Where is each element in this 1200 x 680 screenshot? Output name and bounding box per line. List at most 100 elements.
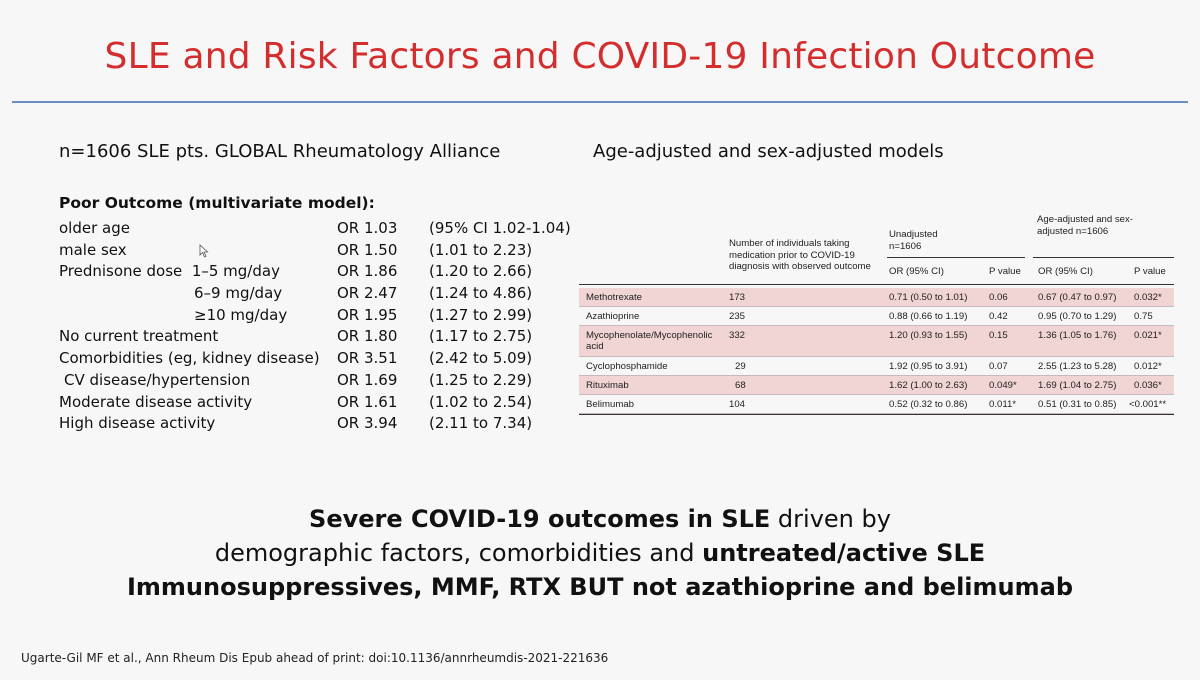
unadjusted-or: 0.52 (0.32 to 0.86) — [889, 399, 968, 410]
patient-count: 68 — [735, 380, 746, 391]
table-row: Methotrexate 173 0.71 (0.50 to 1.01) 0.0… — [579, 288, 1174, 307]
adjusted-p: <0.001** — [1129, 399, 1167, 410]
unadjusted-or: 0.71 (0.50 to 1.01) — [889, 292, 968, 303]
table-header: Number of individuals taking medication … — [579, 210, 1174, 285]
confidence-interval: (1.20 to 2.66) — [429, 262, 533, 281]
odds-ratio: OR 3.94 — [337, 414, 398, 433]
p-column-header: P value — [989, 266, 1021, 277]
table-row: Rituximab 68 1.62 (1.00 to 2.63) 0.049* … — [579, 376, 1174, 395]
models-subtitle: Age-adjusted and sex-adjusted models — [593, 141, 944, 162]
unadjusted-p: 0.011* — [989, 399, 1017, 410]
confidence-interval: (2.42 to 5.09) — [429, 349, 533, 368]
summary-block: Severe COVID-19 outcomes in SLE driven b… — [0, 502, 1200, 604]
list-item: Comorbidities (eg, kidney disease) OR 3.… — [59, 348, 579, 370]
list-item: ≥10 mg/day OR 1.95 (1.27 to 2.99) — [59, 305, 579, 327]
risk-factor-label: CV disease/hypertension — [64, 370, 251, 389]
patient-count: 29 — [735, 361, 746, 372]
drug-name: Mycophenolate/Mycophenolic acid — [586, 330, 713, 352]
risk-factor-label: older age — [59, 219, 130, 237]
count-column-header: Number of individuals taking medication … — [729, 238, 871, 272]
header-rule — [579, 284, 1174, 285]
risk-factor-label: 6–9 mg/day — [194, 284, 283, 303]
unadjusted-header: Unadjusted n=1606 — [889, 229, 938, 252]
confidence-interval: (1.17 to 2.75) — [429, 327, 533, 346]
medication-table: Number of individuals taking medication … — [579, 210, 1174, 415]
unadjusted-or: 1.20 (0.93 to 1.55) — [889, 330, 968, 341]
adjusted-p: 0.012* — [1134, 361, 1162, 372]
summary-line-2-plain: demographic factors, comorbidities and — [214, 539, 703, 567]
risk-factor-label: No current treatment — [59, 327, 219, 346]
odds-ratio: OR 3.51 — [337, 349, 398, 368]
table-bottom-rule — [579, 414, 1174, 415]
adjusted-or: 1.69 (1.04 to 2.75) — [1038, 380, 1117, 391]
adjusted-p: 0.032* — [1134, 292, 1162, 303]
adjusted-p: 0.021* — [1134, 330, 1162, 341]
odds-ratio: OR 1.80 — [337, 327, 398, 346]
odds-ratio: OR 2.47 — [337, 284, 398, 303]
poor-outcome-list: older age OR 1.03 (95% CI 1.02-1.04) mal… — [59, 218, 579, 435]
confidence-interval: (1.27 to 2.99) — [429, 305, 533, 324]
unadjusted-or: 1.92 (0.95 to 3.91) — [889, 361, 968, 372]
unadjusted-p: 0.07 — [989, 361, 1008, 372]
risk-factor-label: Moderate disease activity — [59, 392, 253, 411]
list-item: No current treatment OR 1.80 (1.17 to 2.… — [59, 326, 579, 348]
list-item: Moderate disease activity OR 1.61 (1.02 … — [59, 392, 579, 414]
odds-ratio: OR 1.69 — [337, 370, 398, 389]
confidence-interval: (1.01 to 2.23) — [429, 240, 533, 259]
list-item: 6–9 mg/day OR 2.47 (1.24 to 4.86) — [59, 283, 579, 305]
odds-ratio: OR 1.95 — [337, 305, 398, 324]
slide-title: SLE and Risk Factors and COVID-19 Infect… — [104, 36, 1096, 77]
cohort-subtitle: n=1606 SLE pts. GLOBAL Rheumatology Alli… — [59, 141, 501, 162]
header-underline — [887, 257, 1025, 258]
drug-name: Rituximab — [586, 380, 629, 391]
drug-name: Cyclophosphamide — [586, 361, 668, 372]
or-column-header: OR (95% CI) — [889, 266, 944, 277]
unadjusted-p: 0.049* — [989, 380, 1017, 391]
table-row: Azathioprine 235 0.88 (0.66 to 1.19) 0.4… — [579, 307, 1174, 326]
p-column-header: P value — [1134, 266, 1166, 277]
list-item: older age OR 1.03 (95% CI 1.02-1.04) — [59, 218, 579, 240]
adjusted-p: 0.036* — [1134, 380, 1162, 391]
confidence-interval: (95% CI 1.02-1.04) — [429, 219, 571, 237]
confidence-interval: (1.25 to 2.29) — [429, 370, 533, 389]
odds-ratio: OR 1.03 — [337, 219, 398, 237]
table-row: Cyclophosphamide 29 1.92 (0.95 to 3.91) … — [579, 357, 1174, 376]
adjusted-or: 0.67 (0.47 to 0.97) — [1038, 292, 1117, 303]
summary-line-1-rest: driven by — [770, 505, 891, 533]
list-item: Prednisone dose 1–5 mg/day OR 1.86 (1.20… — [59, 261, 579, 283]
adjusted-header: Age-adjusted and sex- adjusted n=1606 — [1037, 214, 1133, 237]
patient-count: 235 — [729, 311, 746, 322]
unadjusted-p: 0.42 — [989, 311, 1008, 322]
summary-line-2-bold: untreated/active SLE — [702, 539, 986, 567]
patient-count: 332 — [729, 330, 746, 341]
confidence-interval: (1.24 to 4.86) — [429, 284, 533, 303]
adjusted-or: 0.95 (0.70 to 1.29) — [1038, 311, 1117, 322]
confidence-interval: (1.02 to 2.54) — [429, 392, 533, 411]
citation: Ugarte-Gil MF et al., Ann Rheum Dis Epub… — [21, 651, 609, 665]
summary-line-1: Severe COVID-19 outcomes in SLE driven b… — [0, 502, 1200, 536]
table-row: Mycophenolate/Mycophenolic acid 332 1.20… — [579, 326, 1174, 357]
risk-factor-label: High disease activity — [59, 414, 216, 433]
unadjusted-p: 0.06 — [989, 292, 1008, 303]
adjusted-or: 2.55 (1.23 to 5.28) — [1038, 361, 1117, 372]
list-item: male sex OR 1.50 (1.01 to 2.23) — [59, 240, 579, 262]
poor-outcome-heading: Poor Outcome (multivariate model): — [59, 194, 375, 212]
header-underline — [1033, 257, 1174, 258]
odds-ratio: OR 1.61 — [337, 392, 398, 411]
summary-line-2: demographic factors, comorbidities and u… — [0, 536, 1200, 570]
drug-name: Methotrexate — [586, 292, 642, 303]
list-item: CV disease/hypertension OR 1.69 (1.25 to… — [59, 370, 579, 392]
adjusted-p: 0.75 — [1134, 311, 1153, 322]
patient-count: 173 — [729, 292, 746, 303]
risk-factor-label: Comorbidities (eg, kidney disease) — [59, 349, 320, 368]
adjusted-or: 0.51 (0.31 to 0.85) — [1038, 399, 1117, 410]
title-divider — [12, 101, 1188, 103]
odds-ratio: OR 1.50 — [337, 240, 398, 259]
or-column-header: OR (95% CI) — [1038, 266, 1093, 277]
list-item: High disease activity OR 3.94 (2.11 to 7… — [59, 413, 579, 435]
risk-factor-label: male sex — [59, 240, 127, 259]
summary-line-3: Immunosuppressives, MMF, RTX BUT not aza… — [0, 570, 1200, 604]
unadjusted-p: 0.15 — [989, 330, 1008, 341]
table-row: Belimumab 104 0.52 (0.32 to 0.86) 0.011*… — [579, 395, 1174, 414]
mouse-pointer-icon — [199, 244, 209, 258]
